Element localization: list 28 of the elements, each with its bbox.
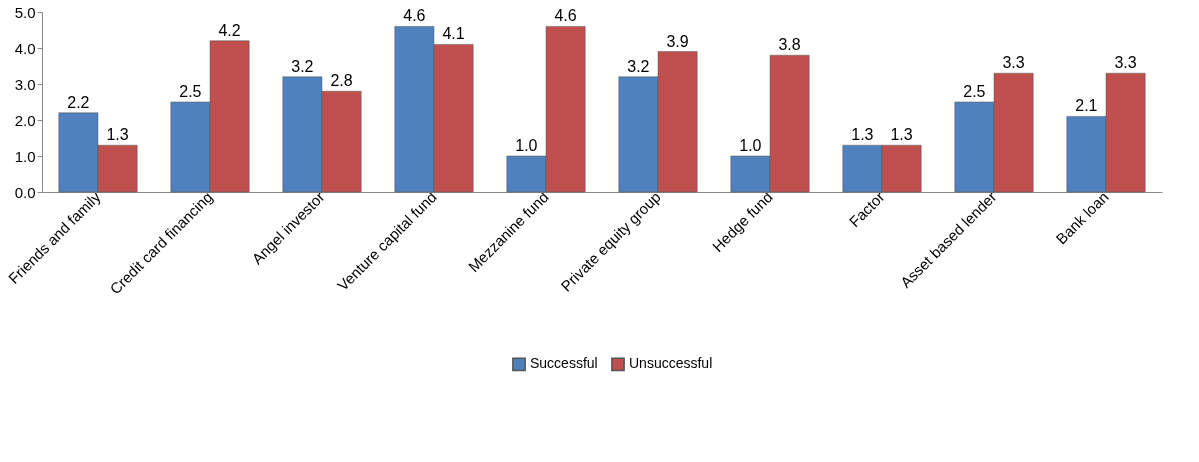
data-label: 1.3	[851, 126, 874, 144]
data-label: 2.1	[1075, 97, 1098, 115]
y-tick-label: 4.0	[14, 39, 36, 57]
data-label: 3.8	[778, 36, 801, 54]
data-label: 3.3	[1114, 54, 1137, 72]
legend-label: Unsuccessful	[629, 355, 713, 372]
data-label: 4.1	[442, 25, 465, 43]
y-tick-label: 1.0	[14, 147, 36, 165]
data-label: 1.0	[515, 137, 538, 154]
data-label: 1.0	[739, 137, 762, 154]
data-label: 3.2	[291, 57, 314, 75]
data-label: 1.3	[890, 126, 913, 144]
legend-label: Successful	[530, 355, 598, 372]
data-label: 3.3	[1002, 54, 1025, 72]
y-tick-label: 5.0	[14, 3, 36, 21]
data-label: 1.3	[106, 126, 129, 144]
data-label: 4.6	[554, 7, 577, 25]
data-label: 2.8	[330, 72, 353, 90]
data-label: 4.2	[218, 21, 241, 39]
data-label: 4.6	[403, 7, 426, 25]
data-label: 2.5	[179, 83, 202, 100]
data-label: 2.5	[963, 83, 986, 100]
data-label: 2.2	[67, 93, 90, 111]
y-tick-label: 0.0	[14, 183, 36, 201]
y-tick-label: 2.0	[14, 111, 36, 129]
y-tick-label: 3.0	[14, 75, 36, 93]
data-label: 3.9	[666, 32, 689, 50]
data-label: 3.2	[627, 57, 650, 75]
